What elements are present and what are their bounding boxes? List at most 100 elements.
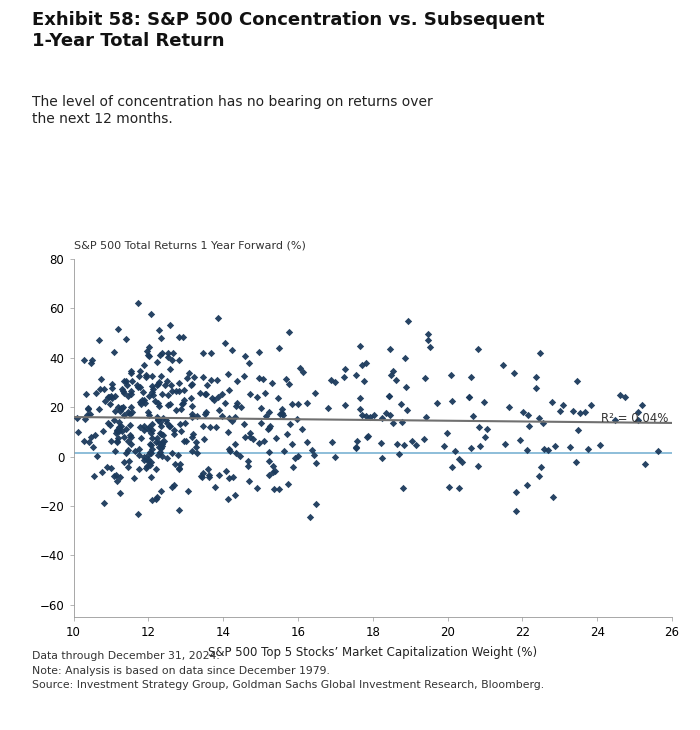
Point <box>109 445 120 457</box>
Point <box>447 395 458 407</box>
Point <box>162 452 173 464</box>
Point <box>395 398 407 410</box>
Point <box>134 443 145 455</box>
Point <box>125 439 136 450</box>
Point <box>267 377 278 389</box>
Point <box>166 385 177 396</box>
Point <box>112 323 123 335</box>
Point <box>85 358 97 369</box>
Point <box>73 426 84 437</box>
Point <box>357 359 368 371</box>
Point <box>164 420 176 431</box>
Point <box>123 456 134 467</box>
Point <box>538 417 549 429</box>
Point <box>152 396 163 408</box>
Point <box>139 455 150 466</box>
Point <box>157 412 168 424</box>
Point <box>547 396 558 408</box>
Point <box>86 354 97 366</box>
Point <box>144 446 155 458</box>
Point <box>522 445 533 456</box>
Point <box>419 434 430 445</box>
Point <box>264 422 275 434</box>
Point <box>340 399 351 410</box>
Point <box>156 438 167 450</box>
Point <box>125 431 136 442</box>
Point <box>142 423 153 435</box>
Point <box>223 493 234 504</box>
Point <box>280 374 291 385</box>
Point <box>201 407 212 418</box>
Point <box>244 431 256 442</box>
Point <box>253 372 265 384</box>
Point <box>174 377 185 389</box>
Point <box>197 472 208 483</box>
Point <box>118 375 130 387</box>
Point <box>531 383 542 394</box>
Point <box>150 437 162 448</box>
Point <box>152 432 163 444</box>
Point <box>252 482 263 493</box>
Point <box>289 453 300 464</box>
Point <box>113 432 124 444</box>
Point <box>633 414 644 426</box>
Point <box>381 407 392 418</box>
Point <box>154 441 165 453</box>
Text: R² = 0.04%: R² = 0.04% <box>601 412 668 425</box>
Point <box>136 399 147 410</box>
Point <box>162 375 173 387</box>
Point <box>133 464 144 475</box>
Point <box>211 421 222 433</box>
Point <box>114 405 125 417</box>
Point <box>145 456 156 468</box>
Point <box>146 427 157 439</box>
Point <box>151 356 162 368</box>
Point <box>197 347 209 358</box>
Point <box>190 436 202 447</box>
Point <box>118 431 130 443</box>
Point <box>610 414 621 426</box>
Point <box>125 366 136 377</box>
Point <box>114 421 125 433</box>
Point <box>71 412 82 424</box>
Point <box>354 403 365 415</box>
Point <box>209 394 220 406</box>
Point <box>575 407 586 419</box>
Point <box>169 428 180 439</box>
Point <box>112 425 123 437</box>
Point <box>441 428 452 439</box>
Point <box>166 380 177 391</box>
Point <box>98 425 109 437</box>
Point <box>102 461 113 473</box>
Point <box>357 410 368 421</box>
Point <box>276 407 288 419</box>
Point <box>160 414 172 426</box>
Point <box>273 483 284 495</box>
Point <box>580 407 591 418</box>
Point <box>239 431 251 442</box>
Point <box>111 424 122 436</box>
Point <box>146 386 158 398</box>
Point <box>146 423 158 435</box>
Point <box>174 458 186 470</box>
Point <box>260 410 272 422</box>
Point <box>274 408 286 420</box>
Point <box>142 407 153 418</box>
Point <box>401 381 412 393</box>
Point <box>521 479 532 491</box>
Point <box>174 462 185 474</box>
Point <box>220 465 232 477</box>
Point <box>375 437 386 449</box>
Point <box>186 411 197 423</box>
Point <box>377 412 388 424</box>
Point <box>118 387 129 399</box>
Point <box>258 373 269 385</box>
Point <box>155 417 166 429</box>
Point <box>400 353 411 364</box>
Point <box>620 391 631 402</box>
Point <box>155 485 167 497</box>
Point <box>103 391 114 403</box>
Point <box>175 404 186 415</box>
Point <box>118 402 129 413</box>
Point <box>309 449 320 461</box>
